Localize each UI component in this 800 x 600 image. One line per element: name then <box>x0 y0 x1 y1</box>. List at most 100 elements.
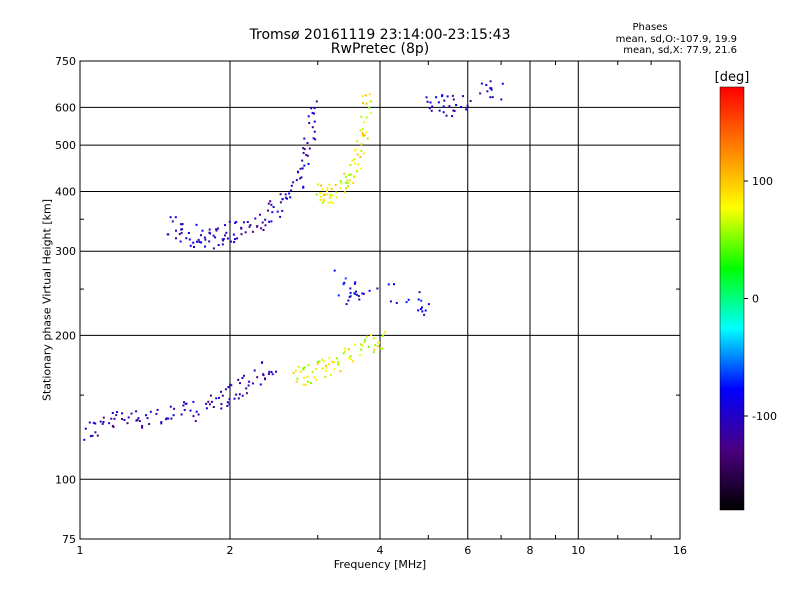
data-point <box>303 148 306 151</box>
data-point <box>145 414 147 417</box>
x-tick-label: 8 <box>527 544 534 557</box>
data-point <box>310 107 313 110</box>
data-point <box>259 213 261 216</box>
data-point <box>315 193 318 196</box>
data-point <box>437 101 440 104</box>
data-point <box>321 358 324 361</box>
data-point <box>165 417 168 420</box>
data-point <box>99 420 102 423</box>
data-point <box>261 361 264 364</box>
data-point <box>328 363 331 366</box>
data-point <box>351 159 354 162</box>
data-point <box>311 111 314 114</box>
data-point <box>311 126 314 129</box>
data-point <box>236 237 239 240</box>
phases-o-mode-stats: mean, sd,O:-107.9, 19.9 <box>615 34 737 45</box>
data-point <box>240 227 243 230</box>
y-tick-label: 75 <box>62 533 76 546</box>
data-point <box>155 412 158 415</box>
data-point <box>324 369 327 372</box>
data-point <box>430 109 433 112</box>
data-point <box>84 427 87 430</box>
data-point <box>501 82 504 85</box>
data-point <box>189 244 192 247</box>
data-point <box>362 152 365 155</box>
data-point <box>322 200 325 203</box>
data-point <box>370 334 372 336</box>
data-point <box>347 348 350 351</box>
data-point <box>420 299 423 302</box>
data-point <box>295 179 298 182</box>
data-point <box>261 221 264 224</box>
data-point <box>361 127 364 130</box>
data-point <box>267 373 270 375</box>
data-point <box>326 193 329 196</box>
data-point <box>362 102 364 105</box>
data-point <box>365 102 368 105</box>
data-point <box>329 373 332 376</box>
data-point <box>368 106 371 109</box>
data-point <box>313 107 316 110</box>
data-point <box>369 93 372 96</box>
data-point <box>89 435 92 438</box>
data-point <box>317 360 320 363</box>
data-point <box>208 403 211 406</box>
data-point <box>357 295 360 297</box>
data-point <box>307 162 310 165</box>
data-point <box>376 345 379 348</box>
colorbar-label: [deg] <box>715 70 750 85</box>
data-point <box>192 400 195 403</box>
data-point <box>418 291 421 294</box>
y-tick-label: 100 <box>55 473 76 486</box>
data-point <box>302 151 305 154</box>
data-point <box>335 196 338 199</box>
data-point <box>248 380 251 383</box>
data-point <box>355 290 357 293</box>
data-point <box>224 224 226 227</box>
data-point <box>288 192 291 195</box>
data-point <box>256 376 259 379</box>
data-point <box>344 277 347 280</box>
data-point <box>218 396 220 399</box>
data-point <box>246 221 249 223</box>
chart-title-line2: RwPretec (8p) <box>330 41 430 57</box>
data-point <box>319 199 322 201</box>
data-point <box>359 156 362 158</box>
data-point <box>286 197 288 200</box>
data-point <box>259 383 262 386</box>
data-point <box>188 238 191 241</box>
data-point <box>306 142 309 144</box>
data-point <box>264 218 267 221</box>
data-point <box>343 172 346 175</box>
data-point <box>348 173 350 176</box>
data-point <box>491 96 494 99</box>
data-point <box>322 194 325 197</box>
data-point <box>227 386 230 389</box>
data-point <box>360 143 363 146</box>
data-point <box>353 282 356 285</box>
data-point <box>289 196 292 199</box>
data-point <box>264 377 266 380</box>
data-point <box>92 421 95 424</box>
data-point <box>232 233 235 236</box>
data-point <box>203 236 206 239</box>
data-point <box>354 343 357 346</box>
data-point <box>137 417 140 420</box>
data-point <box>235 393 238 396</box>
data-point <box>500 98 503 101</box>
data-point <box>480 82 483 85</box>
data-point <box>123 419 126 421</box>
data-point <box>349 164 352 167</box>
data-point <box>384 331 386 334</box>
data-point <box>389 300 392 303</box>
data-point <box>348 357 351 360</box>
phases-box-title: Phases <box>632 22 668 33</box>
data-point <box>363 134 366 137</box>
data-point <box>194 420 197 422</box>
data-point <box>348 179 351 182</box>
data-point <box>356 170 358 173</box>
data-point <box>299 370 302 373</box>
data-point <box>345 303 348 306</box>
data-point <box>320 184 323 187</box>
data-point <box>173 407 176 410</box>
